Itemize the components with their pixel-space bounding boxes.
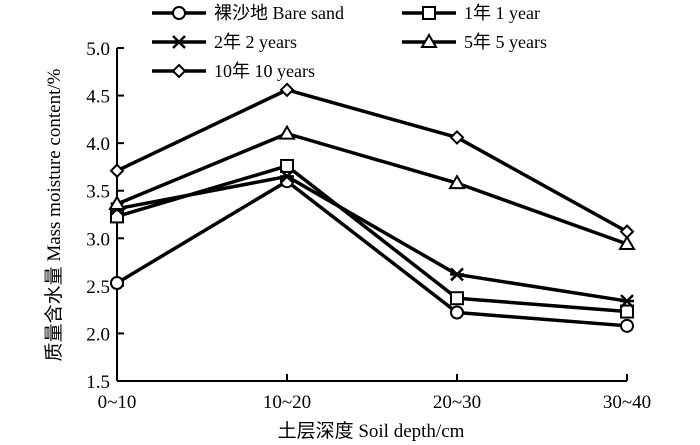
y-tick-label: 2.5 — [86, 277, 110, 298]
data-point — [620, 304, 634, 319]
data-point — [619, 224, 635, 240]
legend-label: 裸沙地 Bare sand — [214, 3, 344, 23]
legend-label: 5年 5 years — [464, 32, 547, 52]
legend-marker — [172, 35, 186, 49]
legend: 裸沙地 Bare sand 1年 1 year 2年 2 years 5年 5 yea… — [152, 3, 547, 81]
data-point — [618, 235, 636, 250]
data-point — [620, 318, 634, 333]
data-point — [280, 169, 294, 184]
axes: 1.5 2.0 2.5 3.0 3.5 4.0 4.5 5.0 0~10 10~20 20~30 30… — [86, 39, 651, 413]
x-axis-title: 土层深度 Soil depth/cm — [278, 420, 465, 442]
x-tick-label: 0~10 — [98, 392, 137, 413]
legend-marker — [420, 33, 438, 48]
data-point — [449, 130, 465, 145]
series-5 — [109, 82, 635, 240]
y-tick-label: 1.5 — [86, 372, 110, 393]
legend-item: 10年 10 years — [152, 61, 315, 81]
x-tick-label: 10~20 — [263, 392, 311, 413]
y-tick-label: 4.0 — [86, 134, 110, 155]
series-1 — [110, 174, 634, 333]
series-line — [116, 179, 628, 328]
data-point — [109, 163, 125, 179]
legend-label: 2年 2 years — [214, 32, 297, 52]
legend-item: 1年 1 year — [402, 3, 540, 23]
data-point — [108, 195, 126, 211]
y-tick-label: 5.0 — [86, 39, 110, 60]
data-point — [450, 305, 464, 320]
legend-item: 2年 2 years — [152, 32, 297, 52]
series-4 — [108, 124, 636, 250]
legend-label: 1年 1 year — [464, 3, 540, 23]
data-point — [110, 276, 124, 291]
y-tick-label: 3.5 — [86, 182, 110, 203]
x-tick-label: 20~30 — [433, 392, 481, 413]
x-tick-label: 30~40 — [603, 392, 651, 413]
legend-item: 裸沙地 Bare sand — [152, 3, 344, 23]
y-tick-label: 4.5 — [86, 87, 110, 108]
y-tick-label: 3.0 — [86, 229, 110, 250]
data-point — [278, 124, 296, 140]
y-axis-title: 质量含水量 Mass moisture content/% — [43, 68, 65, 361]
series-layer — [108, 82, 636, 333]
data-point — [280, 158, 294, 173]
series-line — [116, 131, 628, 246]
legend-marker — [422, 6, 436, 20]
data-point — [450, 267, 464, 282]
data-point — [450, 291, 464, 306]
legend-marker — [171, 63, 187, 79]
data-point — [279, 82, 295, 98]
legend-label: 10年 10 years — [214, 61, 315, 81]
series-line — [116, 88, 628, 234]
data-point — [620, 294, 634, 308]
y-tick-label: 2.0 — [86, 324, 110, 345]
legend-marker — [172, 6, 186, 20]
data-point — [448, 174, 466, 190]
legend-item: 5年 5 years — [402, 32, 547, 52]
series-line — [116, 174, 628, 303]
